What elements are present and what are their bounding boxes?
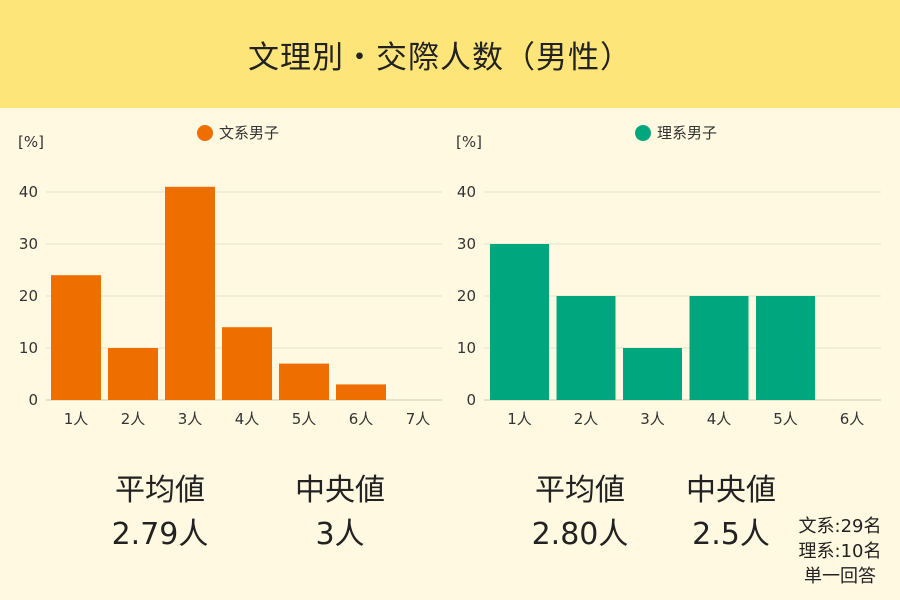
humanities-bar (108, 348, 158, 400)
y-tick-label: 40 (457, 183, 476, 201)
y-tick-label: 10 (19, 339, 38, 357)
science-bar-chart: [%] 理系男子 0 10 20 30 40 1人 2人 3人 4人 5人 6人 (456, 124, 881, 428)
mean-label: 平均値 (535, 473, 625, 508)
x-tick-label: 3人 (178, 410, 203, 428)
x-tick-label: 2人 (121, 410, 146, 428)
median-label: 中央値 (295, 473, 385, 508)
mean-value: 2.80人 (531, 517, 629, 552)
median-value: 2.5人 (692, 517, 770, 552)
median-value: 3人 (315, 517, 365, 552)
legend-swatch (635, 125, 651, 141)
humanities-bar (279, 363, 329, 400)
humanities-bar (336, 384, 386, 400)
science-bar (556, 296, 616, 400)
x-tick-label: 6人 (349, 410, 374, 428)
science-bar (623, 348, 682, 400)
x-tick-label: 3人 (640, 410, 665, 428)
y-tick-label: 30 (457, 235, 476, 253)
y-tick-label: 30 (19, 235, 38, 253)
page-title: 文理別・交際人数（男性） (248, 39, 632, 76)
science-bar (689, 296, 749, 400)
x-tick-label: 1人 (64, 410, 89, 428)
note-humanities-count: 文系:29名 (798, 516, 882, 537)
x-tick-label: 4人 (235, 410, 260, 428)
x-tick-label: 5人 (292, 410, 317, 428)
x-tick-label: 7人 (406, 410, 431, 428)
x-tick-label: 1人 (507, 410, 532, 428)
y-axis-unit-label: [%] (456, 133, 482, 151)
humanities-mean-stat: 平均値 2.79人 (100, 476, 220, 550)
x-tick-label: 6人 (840, 410, 865, 428)
y-tick-label: 10 (457, 339, 476, 357)
x-tick-label: 5人 (773, 410, 798, 428)
science-bar (756, 296, 815, 400)
humanities-bar-chart: [%] 文系男子 0 10 20 30 40 1人 2人 3人 4人 5人 6人 7人 (18, 124, 442, 428)
science-bar (490, 244, 549, 400)
title-banner: 文理別・交際人数（男性） (0, 0, 900, 108)
humanities-bar (51, 275, 101, 400)
y-tick-label: 0 (466, 391, 476, 409)
median-label: 中央値 (686, 473, 776, 508)
y-tick-label: 40 (19, 183, 38, 201)
legend-label: 理系男子 (657, 124, 717, 142)
note-answer-type: 単一回答 (804, 566, 876, 587)
y-tick-label: 20 (19, 287, 38, 305)
note-science-count: 理系:10名 (798, 541, 882, 562)
mean-label: 平均値 (115, 473, 205, 508)
y-tick-label: 0 (28, 391, 38, 409)
x-tick-label: 2人 (574, 410, 599, 428)
legend-label: 文系男子 (219, 124, 279, 142)
legend-swatch (197, 125, 213, 141)
x-tick-label: 4人 (707, 410, 732, 428)
sample-size-note: 文系:29名 理系:10名 単一回答 (790, 514, 890, 589)
y-axis-unit-label: [%] (18, 133, 44, 151)
y-tick-label: 20 (457, 287, 476, 305)
humanities-bar (222, 327, 272, 400)
humanities-bar (165, 186, 215, 400)
humanities-median-stat: 中央値 3人 (280, 476, 400, 550)
science-mean-stat: 平均値 2.80人 (520, 476, 640, 550)
science-median-stat: 中央値 2.5人 (671, 476, 791, 550)
mean-value: 2.79人 (111, 517, 209, 552)
